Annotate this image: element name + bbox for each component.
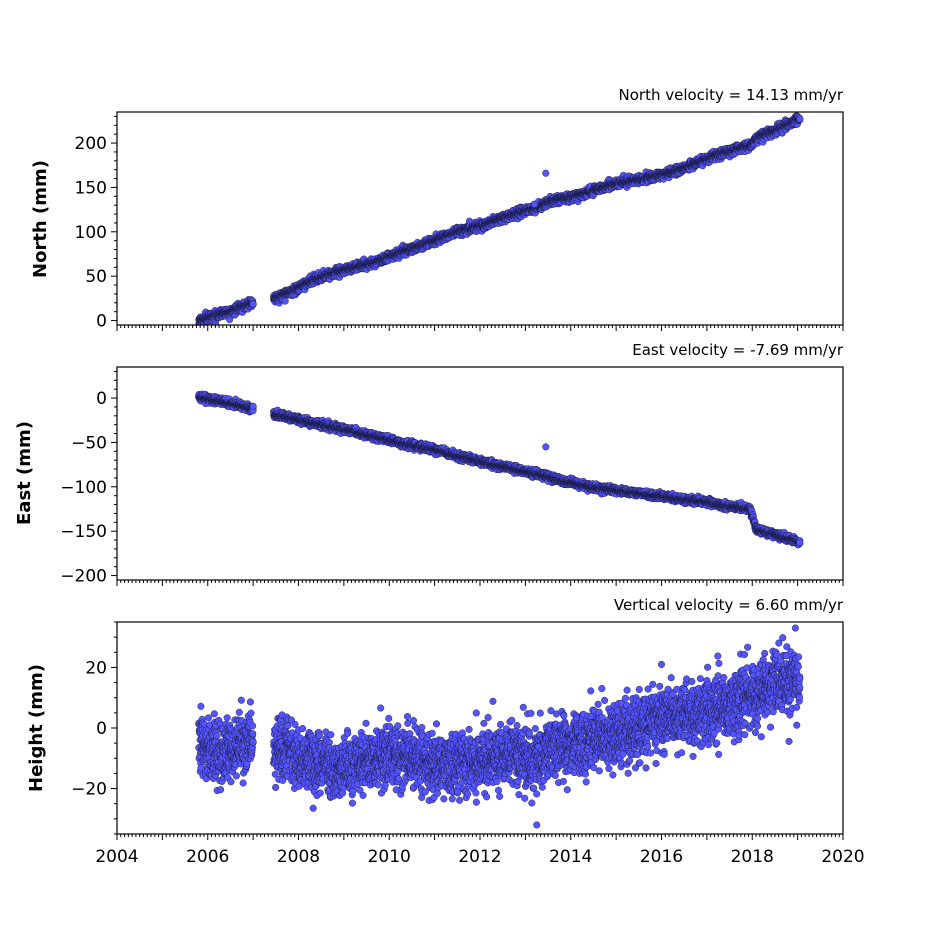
data-point (249, 402, 257, 410)
y-tick-label: 150 (75, 178, 107, 198)
north-x-axis (116, 325, 844, 331)
east-velocity-title: East velocity = -7.69 mm/yr (632, 341, 844, 359)
y-tick-label: 50 (85, 267, 107, 287)
outlier-point (530, 200, 538, 208)
y-tick-label: 200 (75, 134, 107, 154)
east-points (195, 390, 804, 549)
data-point (249, 300, 257, 308)
north-ylabel: North (mm) (30, 160, 51, 278)
east-panel: East velocity = -7.69 mm/yr East (mm) 0−… (14, 341, 844, 587)
east-ylabel: East (mm) (14, 421, 35, 525)
outlier-point (542, 169, 550, 177)
y-tick-label: 0 (96, 312, 107, 332)
north-y-axis: 0 50 100 150 200 (75, 115, 117, 332)
y-tick-label: 100 (75, 223, 107, 243)
north-velocity-title: North velocity = 14.13 mm/yr (619, 86, 844, 104)
data-point (281, 297, 289, 305)
north-points (195, 112, 804, 325)
north-panel: North velocity = 14.13 mm/yr North (mm) … (30, 86, 844, 332)
data-point (796, 115, 804, 123)
